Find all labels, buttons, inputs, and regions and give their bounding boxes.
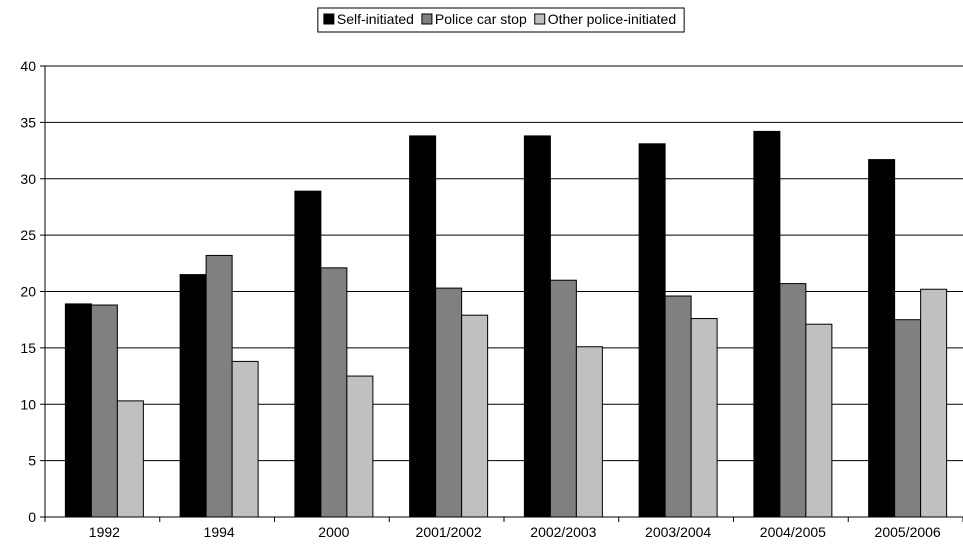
bar-police-car-stop-2003-2004 bbox=[664, 295, 692, 518]
bar-self-initiated-1994 bbox=[179, 274, 207, 518]
bar-other-police-initiated-2004-2005 bbox=[805, 323, 833, 518]
bar-police-car-stop-2001-2002 bbox=[435, 287, 463, 518]
bar-police-car-stop-2005-2006 bbox=[894, 319, 922, 518]
x-tick-label: 2005/2006 bbox=[875, 524, 941, 540]
x-tick-labels: 1992 1994 2000 2001/2002 2002/2003 2003/2004 2… bbox=[89, 524, 941, 540]
y-tick-label: 10 bbox=[20, 396, 36, 412]
legend-label: Police car stop bbox=[435, 11, 527, 27]
bar-other-police-initiated-2003-2004 bbox=[690, 318, 718, 518]
bar-self-initiated-2005-2006 bbox=[868, 159, 896, 518]
y-tick-labels: 0 5 10 15 20 25 30 35 40 bbox=[20, 58, 36, 525]
bar-police-car-stop-2004-2005 bbox=[779, 283, 807, 518]
legend-box bbox=[317, 7, 685, 33]
x-tick-label: 2002/2003 bbox=[530, 524, 596, 540]
bar-police-car-stop-2000 bbox=[320, 267, 348, 518]
bar-other-police-initiated-1994 bbox=[231, 360, 259, 518]
bar-self-initiated-2003-2004 bbox=[638, 143, 666, 518]
legend-label: Other police-initiated bbox=[548, 11, 676, 27]
y-tick-label: 15 bbox=[20, 340, 36, 356]
legend-swatch bbox=[534, 13, 546, 25]
legend-label: Self-initiated bbox=[337, 11, 414, 27]
x-tick-label: 2003/2004 bbox=[645, 524, 711, 540]
bar-other-police-initiated-2002-2003 bbox=[575, 346, 603, 518]
bar-police-car-stop-1992 bbox=[90, 304, 118, 518]
bar-police-car-stop-2002-2003 bbox=[549, 279, 577, 518]
y-tick-label: 25 bbox=[20, 227, 36, 243]
x-tick-label: 2004/2005 bbox=[760, 524, 826, 540]
axes bbox=[44, 66, 963, 522]
y-tick-label: 5 bbox=[28, 453, 36, 469]
bar-self-initiated-2002-2003 bbox=[523, 135, 551, 518]
x-tick-label: 1994 bbox=[204, 524, 235, 540]
x-tick-label: 2000 bbox=[318, 524, 349, 540]
y-tick-label: 40 bbox=[20, 58, 36, 74]
bar-self-initiated-2004-2005 bbox=[753, 130, 781, 518]
y-tick-label: 35 bbox=[20, 114, 36, 130]
x-tick-label: 2001/2002 bbox=[416, 524, 482, 540]
bar-police-car-stop-1994 bbox=[205, 254, 233, 518]
bar-self-initiated-2001-2002 bbox=[409, 135, 437, 518]
bar-other-police-initiated-1992 bbox=[116, 400, 144, 518]
bar-other-police-initiated-2000 bbox=[346, 375, 374, 518]
bar-self-initiated-2000 bbox=[294, 190, 322, 518]
y-tick-label: 30 bbox=[20, 171, 36, 187]
legend-swatch bbox=[323, 13, 335, 25]
legend-swatch bbox=[421, 13, 433, 25]
x-tick-label: 1992 bbox=[89, 524, 120, 540]
bar-other-police-initiated-2001-2002 bbox=[461, 314, 489, 518]
bars bbox=[64, 130, 948, 518]
y-tick-label: 0 bbox=[28, 509, 36, 525]
bar-self-initiated-1992 bbox=[64, 303, 92, 518]
legend: Self-initiated Police car stop Other polic… bbox=[317, 7, 685, 33]
bar-other-police-initiated-2005-2006 bbox=[920, 288, 948, 518]
y-tick-label: 20 bbox=[20, 284, 36, 300]
